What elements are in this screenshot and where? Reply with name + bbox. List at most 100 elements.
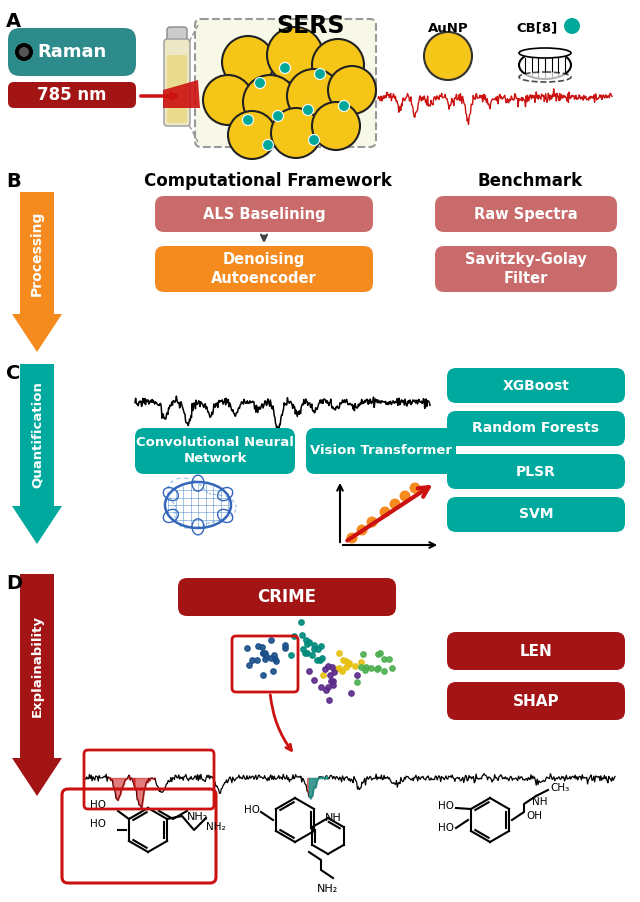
- Point: [331, 661, 341, 676]
- Text: C: C: [6, 364, 20, 383]
- Ellipse shape: [519, 48, 571, 58]
- Polygon shape: [12, 314, 62, 352]
- FancyBboxPatch shape: [155, 196, 373, 232]
- Circle shape: [243, 75, 297, 129]
- Point: [326, 674, 336, 688]
- Point: [372, 647, 383, 661]
- Polygon shape: [20, 574, 54, 758]
- Point: [375, 646, 385, 660]
- Text: Processing: Processing: [30, 210, 44, 296]
- Text: NH: NH: [325, 813, 342, 823]
- Polygon shape: [12, 758, 62, 796]
- Point: [258, 645, 268, 659]
- Point: [266, 633, 276, 648]
- Point: [316, 679, 326, 694]
- Text: Denoising
Autoencoder: Denoising Autoencoder: [211, 253, 317, 286]
- FancyBboxPatch shape: [195, 19, 376, 147]
- Text: HO: HO: [438, 801, 454, 811]
- FancyBboxPatch shape: [435, 196, 617, 232]
- Point: [372, 662, 382, 676]
- Circle shape: [410, 483, 420, 493]
- Text: SHAP: SHAP: [513, 694, 559, 708]
- Text: A: A: [6, 12, 21, 31]
- Point: [268, 664, 278, 678]
- Text: HO: HO: [438, 823, 454, 833]
- Circle shape: [15, 43, 33, 61]
- Circle shape: [280, 62, 291, 73]
- Circle shape: [356, 524, 367, 536]
- Point: [324, 667, 335, 682]
- Point: [260, 652, 271, 667]
- Point: [358, 647, 369, 661]
- Point: [323, 658, 333, 673]
- Point: [260, 646, 271, 660]
- Circle shape: [312, 102, 360, 150]
- Point: [309, 673, 319, 687]
- FancyBboxPatch shape: [167, 55, 187, 123]
- Circle shape: [564, 18, 580, 34]
- Point: [296, 615, 306, 630]
- Circle shape: [243, 115, 253, 125]
- Point: [323, 680, 333, 695]
- Text: CH₃: CH₃: [550, 783, 569, 793]
- Point: [356, 655, 366, 669]
- Point: [301, 646, 312, 660]
- Point: [258, 667, 268, 682]
- Circle shape: [203, 75, 253, 125]
- Text: OH: OH: [526, 811, 542, 821]
- Text: NH₂: NH₂: [316, 884, 338, 894]
- Circle shape: [303, 105, 314, 115]
- Text: Raman: Raman: [37, 43, 107, 61]
- FancyBboxPatch shape: [135, 428, 295, 474]
- Circle shape: [339, 100, 349, 112]
- Point: [330, 665, 340, 679]
- Point: [350, 658, 360, 673]
- Circle shape: [287, 69, 341, 123]
- Text: CB[8]: CB[8]: [516, 22, 557, 34]
- Circle shape: [271, 108, 321, 158]
- FancyBboxPatch shape: [447, 411, 625, 446]
- Point: [315, 653, 325, 667]
- Text: LEN: LEN: [520, 643, 552, 658]
- FancyBboxPatch shape: [164, 39, 190, 126]
- Text: AuNP: AuNP: [428, 22, 468, 34]
- Point: [320, 662, 330, 676]
- Point: [244, 658, 254, 673]
- Point: [346, 686, 356, 700]
- Text: HO: HO: [90, 800, 106, 810]
- Point: [378, 664, 388, 678]
- Point: [360, 662, 370, 676]
- Point: [372, 660, 383, 675]
- Point: [304, 664, 314, 678]
- Circle shape: [255, 78, 266, 88]
- Text: Computational Framework: Computational Framework: [144, 172, 392, 190]
- Polygon shape: [12, 506, 62, 544]
- Text: SVM: SVM: [519, 508, 553, 521]
- Circle shape: [267, 27, 323, 83]
- FancyBboxPatch shape: [447, 454, 625, 489]
- Point: [366, 661, 376, 676]
- Circle shape: [312, 39, 364, 91]
- Point: [356, 660, 367, 675]
- Point: [344, 656, 354, 670]
- Point: [308, 638, 319, 652]
- Point: [341, 654, 351, 668]
- Text: NH₂: NH₂: [206, 822, 226, 832]
- Circle shape: [390, 499, 401, 510]
- Point: [266, 650, 276, 665]
- Point: [324, 693, 334, 707]
- Circle shape: [262, 140, 273, 151]
- Point: [318, 667, 328, 682]
- Text: PLSR: PLSR: [516, 465, 556, 478]
- Text: Random Forests: Random Forests: [472, 421, 600, 436]
- Point: [321, 683, 332, 697]
- Point: [361, 660, 371, 675]
- Text: NH: NH: [532, 797, 547, 807]
- Point: [312, 653, 322, 667]
- FancyBboxPatch shape: [167, 27, 187, 43]
- Point: [252, 653, 262, 667]
- Text: Savitzky-Golay
Filter: Savitzky-Golay Filter: [465, 253, 587, 286]
- FancyBboxPatch shape: [155, 246, 373, 292]
- Point: [328, 674, 339, 688]
- Point: [301, 633, 311, 648]
